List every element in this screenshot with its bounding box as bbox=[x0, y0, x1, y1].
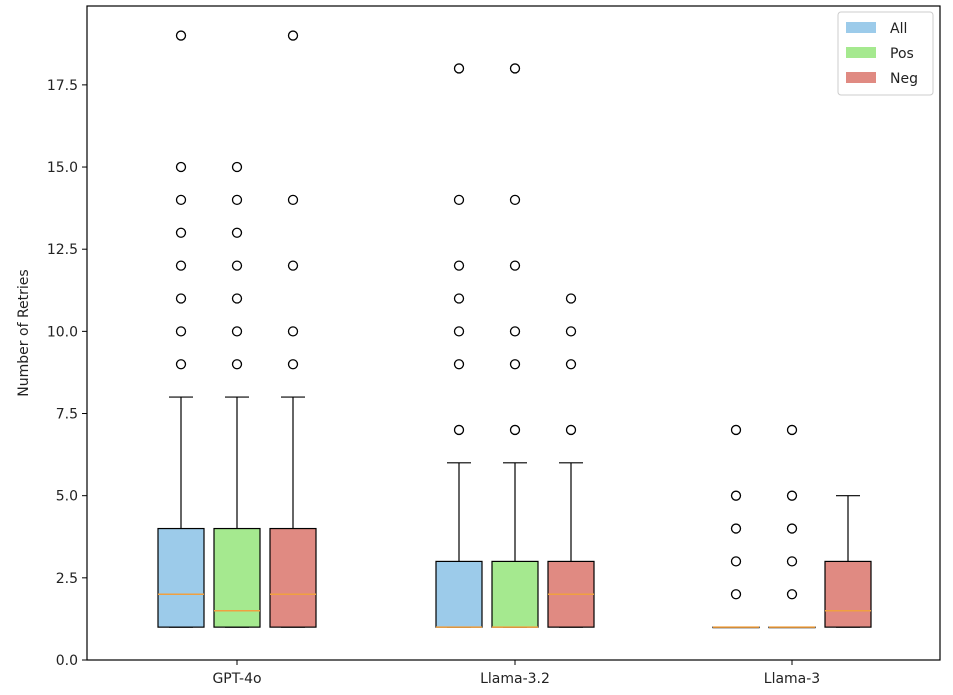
outlier-point bbox=[453, 63, 465, 74]
y-tick-label: 0.0 bbox=[56, 653, 78, 669]
outlier-point bbox=[175, 161, 187, 173]
plot-frame bbox=[86, 5, 941, 661]
outlier-point bbox=[287, 359, 299, 370]
outlier-point bbox=[730, 490, 742, 501]
box-body bbox=[491, 560, 539, 628]
outlier-point bbox=[786, 424, 798, 436]
outlier-point bbox=[231, 326, 243, 337]
x-tick-label: Llama-3 bbox=[764, 671, 820, 687]
outlier-point bbox=[175, 194, 187, 206]
outlier-point bbox=[509, 424, 521, 436]
outlier-point bbox=[453, 293, 465, 304]
outlier-point bbox=[565, 424, 577, 436]
outlier-point bbox=[231, 227, 243, 238]
outlier-point bbox=[287, 260, 299, 271]
legend-swatch-pos bbox=[846, 47, 876, 58]
y-tick-label: 5.0 bbox=[56, 489, 78, 505]
outlier-point bbox=[287, 194, 299, 206]
plot-marks bbox=[157, 30, 872, 629]
outlier-point bbox=[565, 293, 577, 304]
outlier-point bbox=[786, 556, 798, 567]
outlier-point bbox=[453, 359, 465, 370]
legend-label-pos: Pos bbox=[890, 46, 914, 62]
outlier-point bbox=[730, 589, 742, 600]
outlier-point bbox=[175, 227, 187, 238]
box-pos-2 bbox=[768, 424, 816, 629]
outlier-point bbox=[786, 490, 798, 501]
y-axis-label: Number of Retries bbox=[16, 269, 32, 396]
outlier-point bbox=[287, 30, 299, 41]
outlier-point bbox=[730, 556, 742, 567]
outlier-point bbox=[786, 523, 798, 534]
box-all-2 bbox=[712, 424, 760, 629]
outlier-point bbox=[175, 359, 187, 370]
legend-swatch-all bbox=[846, 22, 876, 33]
box-body bbox=[157, 527, 205, 628]
box-body bbox=[435, 560, 483, 628]
box-pos-1 bbox=[491, 63, 539, 628]
y-tick-label: 10.0 bbox=[47, 324, 78, 340]
outlier-point bbox=[175, 30, 187, 41]
outlier-point bbox=[287, 326, 299, 337]
outlier-point bbox=[509, 260, 521, 271]
outlier-point bbox=[509, 194, 521, 206]
legend-label-all: All bbox=[890, 21, 907, 37]
outlier-point bbox=[453, 260, 465, 271]
box-all-0 bbox=[157, 30, 205, 628]
x-tick-label: Llama-3.2 bbox=[480, 671, 550, 687]
outlier-point bbox=[453, 326, 465, 337]
x-tick-label: GPT-4o bbox=[212, 671, 261, 687]
outlier-point bbox=[453, 194, 465, 206]
y-tick-label: 12.5 bbox=[47, 242, 78, 258]
y-tick-label: 2.5 bbox=[56, 571, 78, 587]
outlier-point bbox=[509, 63, 521, 74]
y-tick-label: 7.5 bbox=[56, 407, 78, 423]
legend: All Pos Neg bbox=[837, 11, 934, 96]
box-pos-0 bbox=[213, 161, 261, 628]
outlier-point bbox=[730, 424, 742, 436]
x-axis-ticks: GPT-4o Llama-3.2 Llama-3 bbox=[212, 660, 820, 687]
outlier-point bbox=[509, 359, 521, 370]
box-body bbox=[213, 527, 261, 628]
outlier-point bbox=[565, 326, 577, 337]
legend-label-neg: Neg bbox=[890, 71, 918, 87]
outlier-point bbox=[175, 293, 187, 304]
outlier-point bbox=[175, 260, 187, 271]
outlier-point bbox=[231, 161, 243, 173]
outlier-point bbox=[565, 359, 577, 370]
box-neg-0 bbox=[269, 30, 317, 628]
box-body bbox=[269, 527, 317, 628]
legend-swatch-neg bbox=[846, 72, 876, 83]
box-all-1 bbox=[435, 63, 483, 628]
y-axis-ticks: 0.0 2.5 5.0 7.5 10.0 12.5 15.0 17.5 bbox=[47, 78, 87, 669]
outlier-point bbox=[231, 359, 243, 370]
outlier-point bbox=[175, 326, 187, 337]
box-body bbox=[824, 560, 872, 628]
outlier-point bbox=[453, 424, 465, 436]
outlier-point bbox=[231, 293, 243, 304]
box-neg-2 bbox=[824, 495, 872, 628]
outlier-point bbox=[730, 523, 742, 534]
box-neg-1 bbox=[547, 293, 595, 628]
y-tick-label: 15.0 bbox=[47, 160, 78, 176]
outlier-point bbox=[509, 326, 521, 337]
outlier-point bbox=[231, 194, 243, 206]
outlier-point bbox=[786, 589, 798, 600]
y-tick-label: 17.5 bbox=[47, 78, 78, 94]
outlier-point bbox=[231, 260, 243, 271]
